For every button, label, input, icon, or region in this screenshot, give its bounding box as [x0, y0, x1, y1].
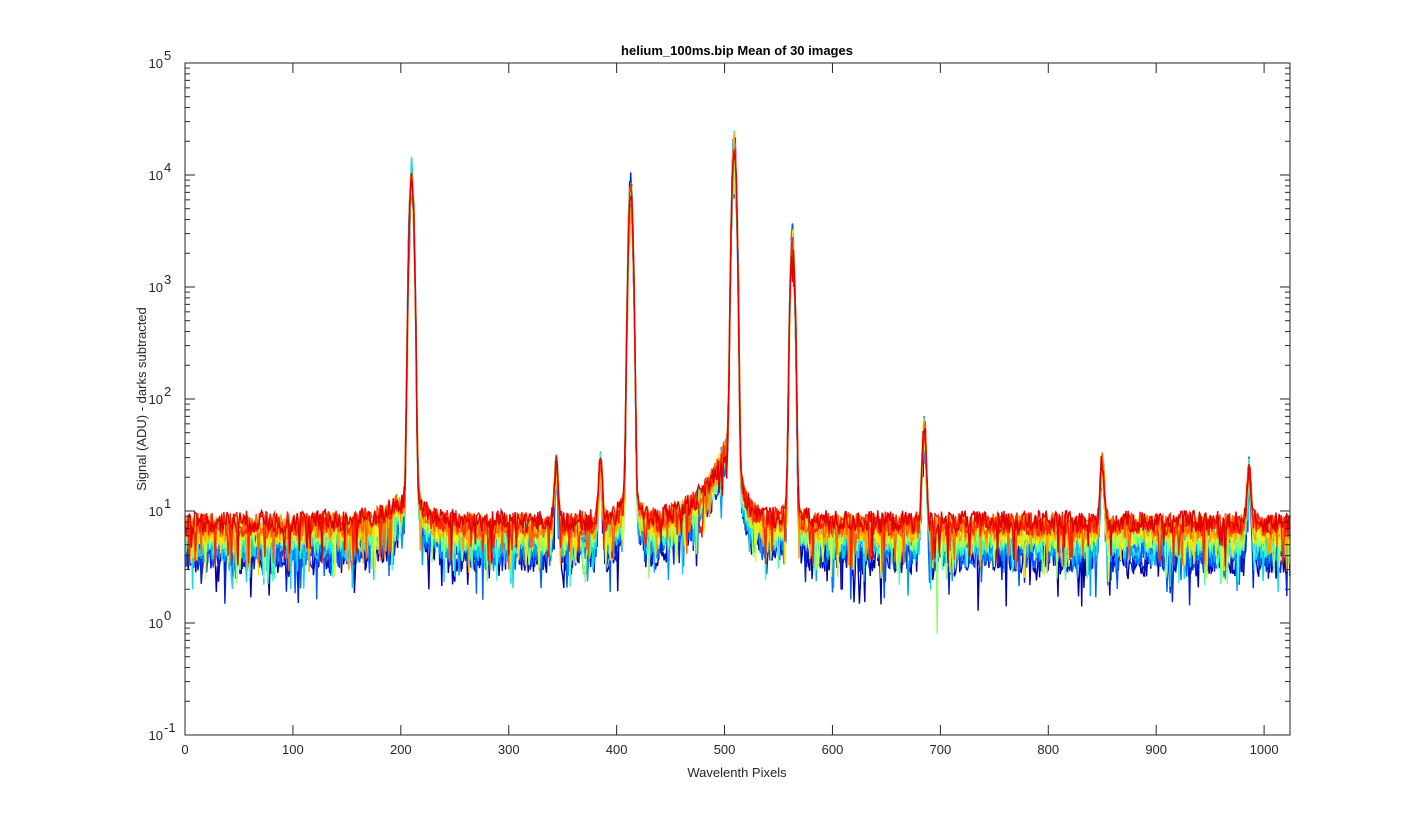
- y-tick-label: 10: [149, 392, 163, 407]
- x-tick-label: 100: [282, 742, 304, 757]
- x-tick-label: 900: [1145, 742, 1167, 757]
- y-tick-exponent: 5: [164, 48, 171, 63]
- x-tick-label: 400: [606, 742, 628, 757]
- x-tick-label: 500: [714, 742, 736, 757]
- y-tick-exponent: 4: [164, 160, 171, 175]
- x-tick-label: 300: [498, 742, 520, 757]
- x-tick-label: 0: [181, 742, 188, 757]
- series-layer: [184, 130, 1291, 634]
- x-axis: 0 100 200 300 400 500 600 700 800 900 1000: [181, 63, 1279, 757]
- y-tick-exponent: 1: [164, 496, 171, 511]
- y-axis-label: Signal (ADU) - darks subtracted: [134, 307, 149, 491]
- x-tick-label: 200: [390, 742, 412, 757]
- y-tick-exponent: 2: [164, 384, 171, 399]
- y-tick-label: 10: [149, 168, 163, 183]
- y-tick-label: 10: [149, 728, 163, 743]
- series-line: [184, 150, 1291, 567]
- x-tick-label: 800: [1037, 742, 1059, 757]
- y-tick-label: 10: [149, 56, 163, 71]
- x-axis-label: Wavelenth Pixels: [687, 765, 787, 780]
- y-tick-label: 10: [149, 504, 163, 519]
- y-tick-exponent: -1: [164, 720, 176, 735]
- y-tick-label: 10: [149, 280, 163, 295]
- y-tick-label: 10: [149, 616, 163, 631]
- y-tick-exponent: 0: [164, 608, 171, 623]
- y-tick-exponent: 3: [164, 272, 171, 287]
- x-tick-label: 1000: [1250, 742, 1279, 757]
- x-tick-label: 700: [930, 742, 952, 757]
- chart-title: helium_100ms.bip Mean of 30 images: [621, 43, 853, 58]
- x-tick-label: 600: [822, 742, 844, 757]
